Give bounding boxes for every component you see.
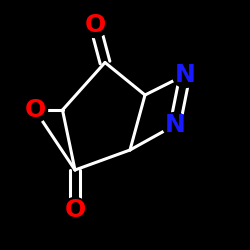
Text: O: O <box>84 13 105 37</box>
Circle shape <box>162 112 188 138</box>
Text: O: O <box>64 198 86 222</box>
Text: N: N <box>174 63 196 87</box>
Text: N: N <box>164 113 186 137</box>
Circle shape <box>22 98 48 122</box>
Circle shape <box>82 12 108 38</box>
Circle shape <box>172 62 198 88</box>
Circle shape <box>62 198 88 222</box>
Text: O: O <box>24 98 46 122</box>
